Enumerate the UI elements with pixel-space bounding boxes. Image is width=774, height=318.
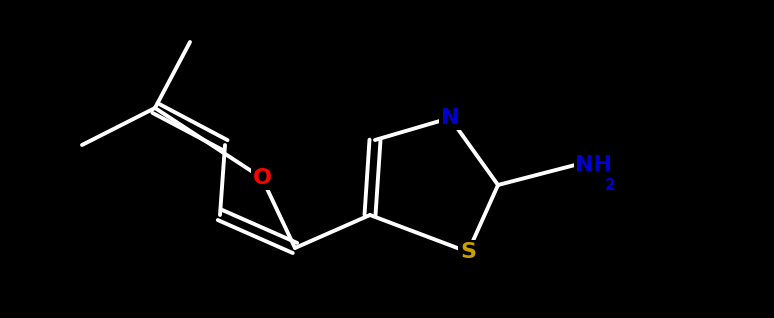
Text: O: O [252,168,272,188]
Text: NH: NH [575,155,612,175]
Text: S: S [460,242,476,262]
Text: 2: 2 [605,178,616,193]
Text: N: N [440,108,459,128]
